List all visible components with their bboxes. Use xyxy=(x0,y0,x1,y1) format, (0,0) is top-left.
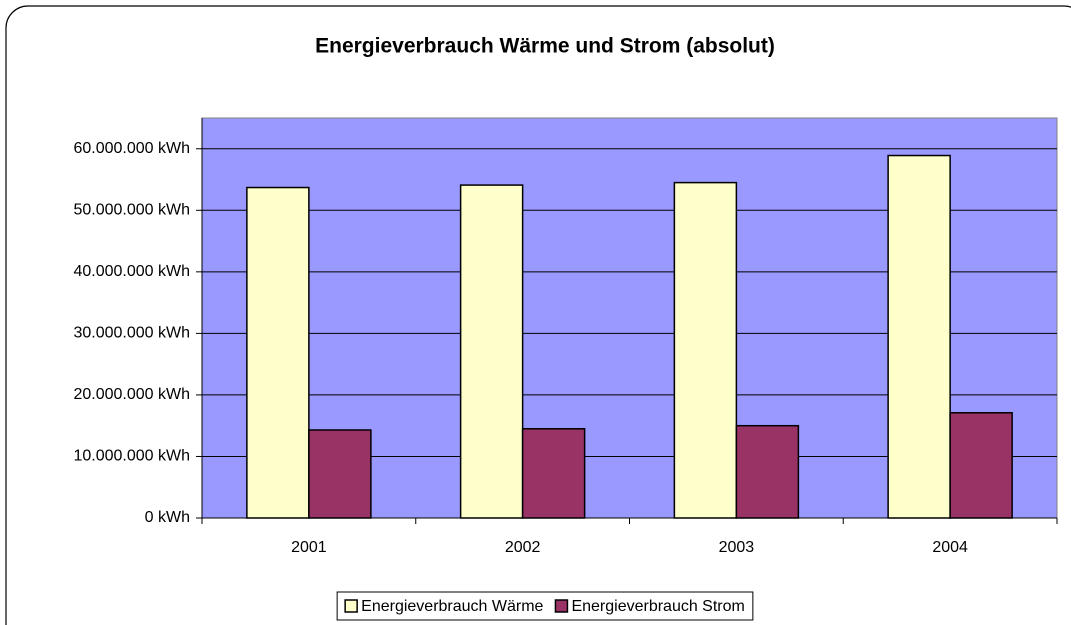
bar xyxy=(459,184,524,519)
x-tick-label: 2001 xyxy=(291,539,327,556)
x-tick-label: 2004 xyxy=(932,539,968,556)
y-tick-label: 30.000.000 kWh xyxy=(73,325,190,342)
y-tick-label: 10.000.000 kWh xyxy=(73,448,190,465)
bar xyxy=(308,429,372,519)
y-tick-label: 0 kWh xyxy=(145,509,190,526)
y-tick-label: 40.000.000 kWh xyxy=(73,263,190,280)
legend-label: Energieverbrauch Strom xyxy=(571,598,744,615)
y-tick-label: 20.000.000 kWh xyxy=(73,386,190,403)
legend-label: Energieverbrauch Wärme xyxy=(361,598,543,615)
legend-swatch xyxy=(344,599,358,613)
bar xyxy=(949,412,1013,519)
bar xyxy=(521,428,586,519)
bar xyxy=(887,154,951,519)
y-tick-label: 50.000.000 kWh xyxy=(73,202,190,219)
chart-title: Energieverbrauch Wärme und Strom (absolu… xyxy=(315,35,775,58)
bar xyxy=(246,186,310,519)
bar xyxy=(735,424,800,519)
x-tick-label: 2003 xyxy=(719,539,755,556)
legend-box xyxy=(336,591,754,621)
x-tick-label: 2002 xyxy=(505,539,541,556)
legend-swatch xyxy=(554,599,569,613)
bar xyxy=(673,181,738,519)
y-tick-label: 60.000.000 kWh xyxy=(73,140,190,157)
